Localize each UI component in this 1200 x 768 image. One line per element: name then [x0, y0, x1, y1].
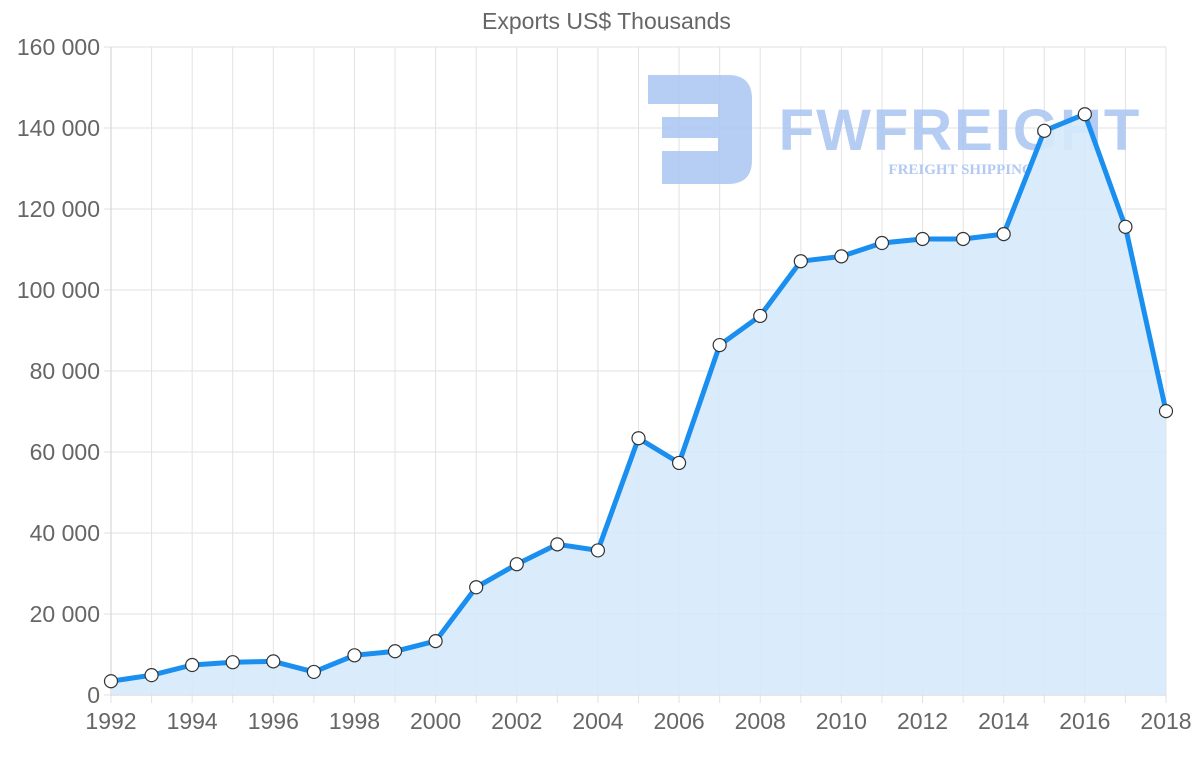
area-fill: [111, 114, 1166, 695]
x-tick-label: 1996: [248, 708, 299, 734]
data-point[interactable]: [590, 543, 606, 558]
series-area: [111, 114, 1166, 695]
data-point[interactable]: [225, 655, 240, 670]
data-point[interactable]: [103, 674, 119, 689]
data-point[interactable]: [550, 537, 565, 552]
y-tick-label: 0: [87, 682, 100, 708]
data-points: [103, 107, 1174, 689]
x-tick-label: 2010: [816, 708, 867, 734]
data-point[interactable]: [185, 657, 200, 673]
data-point[interactable]: [631, 431, 646, 446]
y-tick-label: 100 000: [17, 277, 100, 303]
data-point[interactable]: [834, 249, 849, 264]
data-point[interactable]: [306, 664, 321, 680]
data-point[interactable]: [509, 557, 524, 572]
y-tick-label: 140 000: [17, 115, 100, 141]
data-point[interactable]: [712, 337, 727, 353]
x-tick-label: 2002: [491, 708, 542, 734]
y-tick-label: 20 000: [30, 601, 100, 627]
data-point[interactable]: [144, 668, 159, 683]
x-tick-label: 2016: [1059, 708, 1110, 734]
data-point[interactable]: [1158, 403, 1174, 419]
x-tick-label: 2006: [653, 708, 704, 734]
x-tick-label: 2000: [410, 708, 461, 734]
data-point[interactable]: [874, 235, 890, 251]
data-point[interactable]: [996, 227, 1011, 242]
x-tick-label: 2004: [572, 708, 623, 734]
x-tick-label: 1992: [85, 708, 136, 734]
x-tick-label: 2014: [978, 708, 1029, 734]
data-point[interactable]: [469, 580, 484, 595]
data-point[interactable]: [793, 254, 808, 269]
y-tick-label: 60 000: [30, 439, 100, 465]
y-tick-label: 80 000: [30, 358, 100, 384]
data-point[interactable]: [915, 231, 930, 247]
chart-title: Exports US$ Thousands: [482, 8, 731, 34]
x-tick-label: 2008: [735, 708, 786, 734]
data-point[interactable]: [1118, 219, 1133, 234]
watermark-tagline: FREIGHT SHIPPING: [888, 162, 1033, 178]
data-point[interactable]: [671, 455, 687, 471]
data-point[interactable]: [753, 308, 768, 324]
data-point[interactable]: [956, 231, 971, 247]
data-point[interactable]: [428, 634, 443, 649]
data-point[interactable]: [387, 644, 403, 659]
y-tick-label: 160 000: [17, 34, 100, 60]
y-axis: 0 20 000 40 000 60 000 80 000 100 000 120 000 1…: [17, 34, 100, 708]
data-point[interactable]: [1077, 107, 1092, 122]
data-point[interactable]: [347, 648, 362, 663]
x-tick-label: 2018: [1140, 708, 1191, 734]
data-point[interactable]: [1037, 123, 1052, 138]
x-axis: 1992 1994 1996 1998 2000 2002 2004 2006 2008 2010…: [85, 708, 1191, 734]
x-tick-label: 1994: [167, 708, 218, 734]
y-tick-label: 120 000: [17, 196, 100, 222]
data-point[interactable]: [266, 654, 281, 669]
x-tick-label: 2012: [897, 708, 948, 734]
fwfreight-logo-icon: [648, 75, 752, 184]
x-tick-label: 1998: [329, 708, 380, 734]
y-tick-label: 40 000: [30, 520, 100, 546]
